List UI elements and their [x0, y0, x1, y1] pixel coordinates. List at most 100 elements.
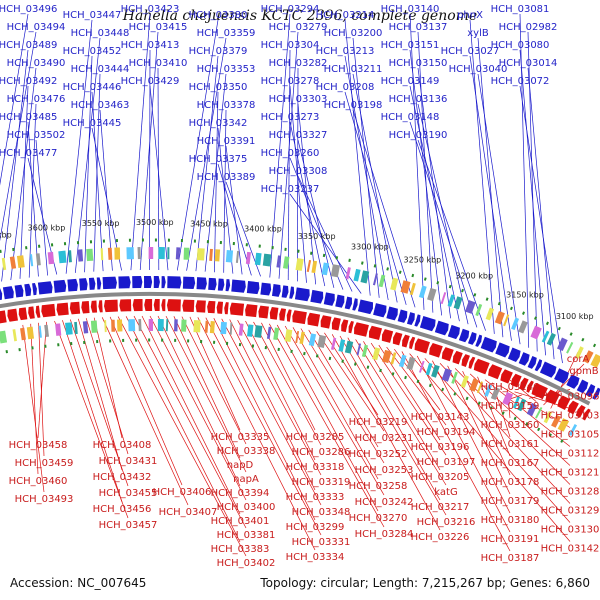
gene-arrow: [195, 300, 206, 313]
reverse-strand: [0, 299, 591, 421]
forward-connector: [223, 109, 227, 273]
reverse-connector: [37, 321, 47, 439]
feature-block: [518, 320, 528, 334]
feature-block: [460, 375, 469, 388]
forward-gene-label: HCH_03378: [197, 100, 256, 111]
reverse-connector: [181, 316, 247, 445]
feature-block: [353, 268, 361, 282]
gene-arrow: [401, 334, 410, 348]
gene-arrow: [519, 377, 529, 391]
feature-block: [541, 330, 550, 343]
kbp-label: 3350 kbp: [298, 232, 336, 241]
feature-block: [568, 424, 578, 436]
feature-block: [308, 333, 317, 347]
forward-connector: [204, 73, 227, 272]
reverse-gene-label: HCH_03187: [481, 553, 540, 564]
forward-gene-label: HCH_03447: [63, 10, 122, 21]
forward-gene-label: HCH_03380: [189, 10, 248, 21]
forward-connector: [297, 175, 353, 292]
kbp-label: 3150 kbp: [506, 291, 544, 300]
gene-arrow: [269, 307, 279, 320]
feature-block: [490, 387, 501, 401]
gene-arrow: [518, 352, 530, 366]
reverse-gene-label: HCH_03333: [286, 492, 345, 503]
gene-arrow: [279, 308, 287, 321]
forward-gene-label: HCH_03379: [189, 46, 248, 57]
reverse-connector: [117, 316, 247, 557]
feature-block: [406, 356, 416, 371]
feature-band-inner: [0, 318, 578, 436]
reverse-gene-label: HCH_03493: [15, 494, 74, 505]
forward-connector: [0, 31, 37, 242]
reverse-connector: [447, 365, 511, 495]
forward-gene-label: HCH_03477: [0, 148, 57, 159]
reverse-gene-label: HCH_03226: [411, 532, 470, 543]
feature-block: [590, 353, 600, 368]
feature-block: [378, 274, 386, 288]
reverse-connector: [363, 341, 441, 471]
feature-block: [484, 384, 493, 397]
forward-connector: [217, 163, 252, 276]
reverse-gene-label: HCH_03407: [159, 507, 218, 518]
reverse-connector: [401, 351, 511, 552]
topology-text: Topology: circular; Length: 7,215,267 bp…: [259, 576, 590, 590]
gene-arrow: [539, 361, 557, 378]
feature-block: [311, 260, 318, 274]
reverse-connector: [101, 317, 189, 506]
reverse-connector: [316, 331, 385, 432]
gene-arrow: [468, 356, 476, 369]
reverse-connector: [331, 334, 441, 531]
gene-arrow: [419, 315, 436, 332]
gene-arrow: [582, 408, 591, 421]
reverse-connector: [261, 322, 316, 431]
forward-connector: [519, 85, 563, 364]
gene-arrow: [307, 312, 321, 327]
gene-arrow: [397, 309, 408, 323]
gene-arrow: [56, 302, 69, 316]
feature-block: [409, 282, 416, 296]
gene-arrow: [409, 336, 416, 350]
reverse-connector: [213, 318, 316, 521]
gene-arrow: [575, 405, 586, 418]
feature-block: [254, 325, 263, 338]
feature-block: [273, 327, 280, 341]
feature-block: [583, 350, 594, 364]
forward-connector: [344, 55, 389, 301]
gene-arrow: [104, 299, 118, 313]
kbp-label: 3650 kbp: [0, 230, 12, 239]
reverse-gene-label: HCH_03394: [211, 488, 270, 499]
kbp-label: 3250 kbp: [404, 256, 442, 265]
reverse-connector: [229, 319, 316, 491]
reverse-connector: [189, 316, 241, 431]
gene-arrow: [41, 303, 56, 318]
feature-block: [55, 323, 62, 336]
gene-arrow: [18, 307, 28, 321]
forward-gene-label: HCH_03350: [189, 82, 248, 93]
reverse-connector: [355, 339, 447, 486]
reverse-gene-label: HCH_03161: [481, 439, 540, 450]
gene-arrow: [161, 299, 166, 312]
gene-arrow: [182, 299, 195, 313]
feature-block: [546, 332, 556, 346]
gene-arrow: [224, 302, 229, 315]
forward-connector: [289, 193, 362, 294]
forward-gene-label: HCH_03448: [71, 28, 130, 39]
gene-arrow: [585, 384, 596, 397]
feature-block: [551, 414, 562, 428]
feature-block: [535, 406, 543, 419]
kbp-label: 3300 kbp: [351, 242, 389, 251]
forward-gene-label: HCH_03489: [0, 40, 57, 51]
gene-arrow: [14, 284, 24, 298]
gene-arrow: [344, 296, 352, 310]
forward-gene-label: HCH_03237: [261, 184, 320, 195]
feature-block: [16, 255, 25, 268]
reverse-gene-label: napA: [233, 474, 259, 485]
gene-arrow: [144, 276, 153, 289]
forward-gene-label: HCH_03492: [0, 76, 57, 87]
reverse-gene-label: HCH_03348: [292, 507, 351, 518]
forward-gene-label: HCH_03027: [441, 46, 500, 57]
gene-arrow: [335, 294, 345, 308]
reverse-connector: [378, 344, 441, 441]
kbp-label: 3400 kbp: [244, 224, 282, 233]
feature-block: [419, 360, 425, 373]
